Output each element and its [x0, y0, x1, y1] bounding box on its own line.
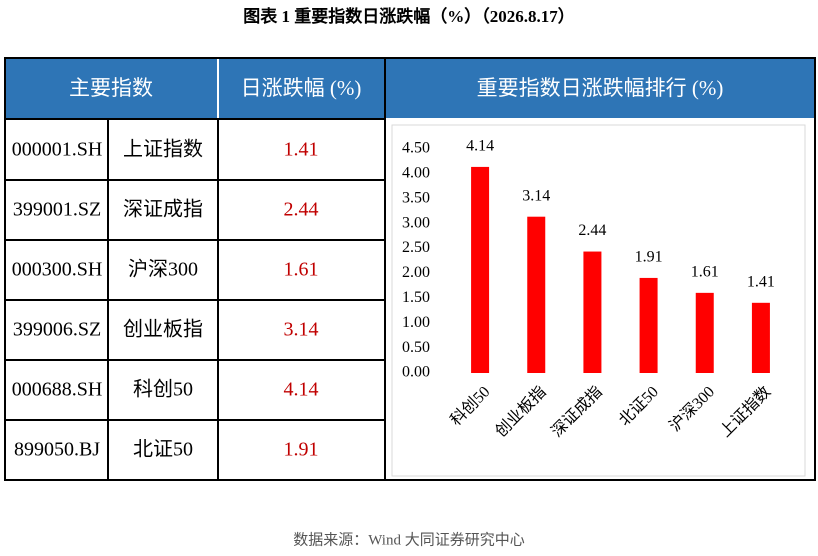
index-code: 899050.BJ: [14, 439, 100, 461]
change-value: 2.44: [284, 199, 319, 221]
y-tick-label: 0.50: [402, 339, 430, 356]
y-tick-label: 3.00: [402, 214, 430, 231]
index-code: 399001.SZ: [13, 199, 101, 221]
data-label: 4.14: [466, 138, 494, 155]
index-code: 000001.SH: [12, 139, 103, 161]
y-tick-label: 1.00: [402, 314, 430, 331]
change-value: 4.14: [284, 379, 319, 401]
chart-title: 重要指数日涨跌幅排行 (%): [477, 76, 724, 100]
bar: [751, 302, 770, 373]
bar: [583, 251, 602, 373]
bar: [639, 277, 658, 373]
bar: [527, 216, 546, 373]
data-label: 1.91: [635, 249, 663, 266]
table-header: 日涨跌幅 (%): [241, 76, 362, 100]
change-value: 1.41: [284, 139, 319, 161]
table-header: 主要指数: [69, 76, 153, 100]
outer-border: [4, 57, 816, 481]
y-tick-label: 2.00: [402, 264, 430, 281]
index-name: 创业板指: [123, 318, 203, 341]
index-code: 399006.SZ: [13, 319, 101, 341]
index-name: 沪深300: [128, 258, 198, 281]
index-name: 科创50: [133, 378, 193, 401]
change-value: 3.14: [284, 319, 319, 341]
y-tick-label: 4.00: [402, 165, 430, 182]
index-name: 上证指数: [123, 138, 203, 161]
y-tick-label: 0.00: [402, 364, 430, 381]
y-tick-label: 1.50: [402, 289, 430, 306]
chart-header-bg: [385, 58, 815, 118]
y-tick-label: 4.50: [402, 140, 430, 157]
change-value: 1.61: [284, 259, 319, 281]
y-tick-label: 2.50: [402, 239, 430, 256]
table-header-bg: [5, 58, 385, 118]
data-label: 2.44: [578, 222, 606, 239]
y-tick-label: 3.50: [402, 189, 430, 206]
data-label: 1.41: [747, 273, 775, 290]
data-label: 1.61: [691, 264, 719, 281]
index-code: 000300.SH: [12, 259, 103, 281]
data-label: 3.14: [522, 187, 550, 204]
bar: [695, 292, 714, 373]
bar: [471, 166, 490, 373]
index-name: 深证成指: [123, 198, 203, 221]
index-code: 000688.SH: [12, 379, 103, 401]
change-value: 1.91: [284, 439, 319, 461]
source-note: 数据来源：Wind 大同证券研究中心: [293, 531, 524, 548]
figure-title: 图表 1 重要指数日涨跌幅（%）（2026.8.17）: [243, 6, 575, 26]
index-name: 北证50: [133, 438, 193, 461]
